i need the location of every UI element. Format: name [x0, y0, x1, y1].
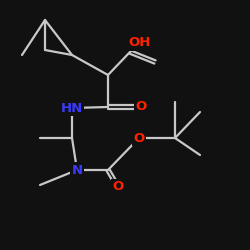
Text: HN: HN	[61, 102, 83, 114]
Text: OH: OH	[129, 36, 151, 50]
Text: O: O	[112, 180, 124, 194]
Text: O: O	[134, 132, 144, 144]
Text: N: N	[72, 164, 83, 176]
Text: O: O	[136, 100, 146, 114]
